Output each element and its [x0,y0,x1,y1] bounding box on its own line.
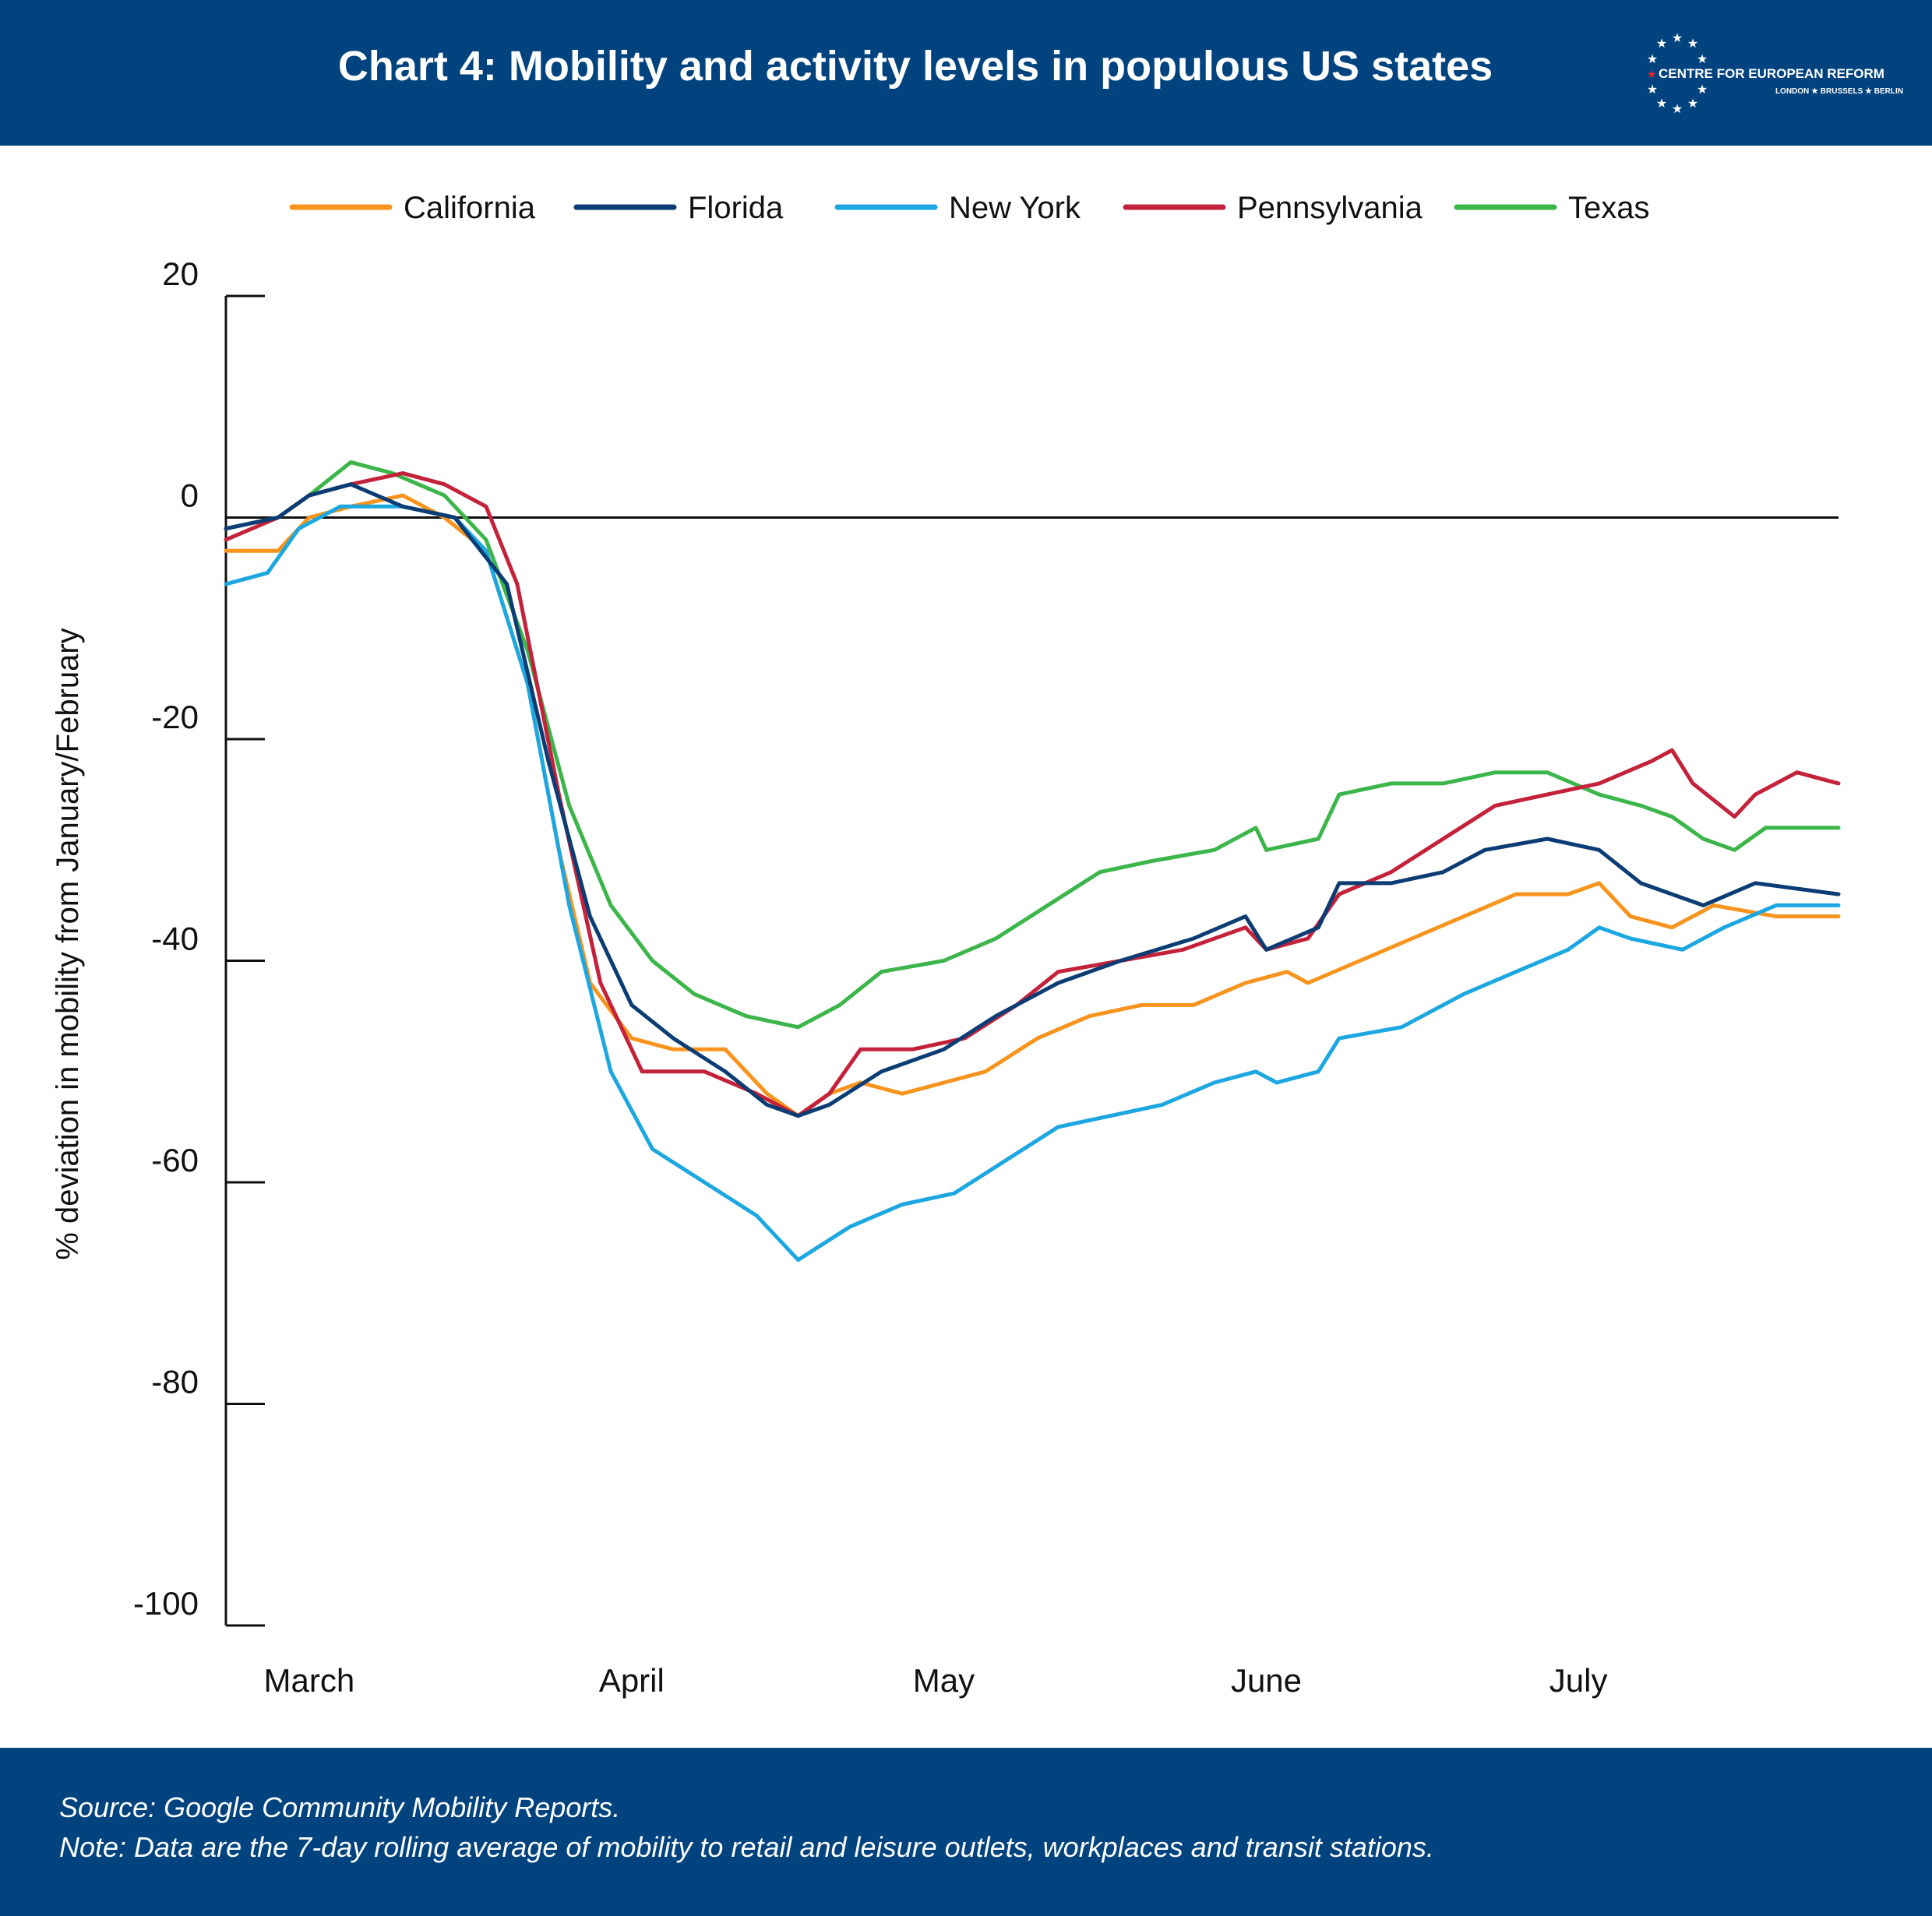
y-tick-label: 0 [181,477,199,514]
svg-text:★: ★ [1697,51,1708,66]
source-note: Source: Google Community Mobility Report… [59,1791,621,1823]
footer-banner: Source: Google Community Mobility Report… [0,1748,1932,1916]
legend-label: New York [949,191,1081,225]
y-tick-label: 20 [162,255,199,292]
line-chart: California Florida New York Pennsylvania Tex… [51,191,1841,1699]
svg-text:★: ★ [1687,36,1698,51]
svg-text:★: ★ [1647,69,1657,81]
chart-axes: 20 0 -20 -40 -60 -80 -100 March April May June July [133,255,1839,1699]
x-tick-label: June [1231,1662,1302,1699]
data-note: Note: Data are the 7-day rolling average… [59,1831,1434,1863]
series-line-california [224,493,1841,1118]
y-tick-label: -80 [151,1364,199,1400]
svg-text:★: ★ [1687,96,1698,111]
y-tick-label: -20 [151,699,199,735]
logo-cities: LONDON ★ BRUSSELS ★ BERLIN [1775,87,1903,96]
svg-text:★: ★ [1672,30,1683,45]
chart-series [224,460,1841,1263]
svg-text:★: ★ [1656,36,1667,51]
x-tick-label: March [263,1662,354,1699]
chart-legend: California Florida New York Pennsylvania Tex… [289,191,1650,225]
y-tick-label: -40 [151,921,199,957]
series-line-texas [224,460,1841,1030]
x-tick-label: May [913,1662,975,1699]
legend-label: California [404,191,536,225]
svg-text:★: ★ [1647,51,1658,66]
series-line-florida [224,482,1841,1118]
svg-text:★: ★ [1656,96,1667,111]
y-tick-label: -60 [151,1142,199,1178]
series-line-new-york [224,504,1841,1263]
chart-title: Chart 4: Mobility and activity levels in… [337,43,1493,90]
legend-label: Texas [1568,191,1650,225]
x-tick-label: April [599,1662,665,1699]
header-banner: Chart 4: Mobility and activity levels in… [0,0,1932,146]
legend-label: Pennsylvania [1237,191,1423,225]
cer-logo: ★ ★ ★ ★ ★ ★ ★ ★ ★ ★ ★ CENTRE FOR EUROPEA… [1647,30,1903,116]
svg-text:★: ★ [1672,101,1683,116]
svg-text:★: ★ [1697,82,1708,97]
x-tick-label: July [1549,1662,1608,1699]
logo-star-ring-icon: ★ ★ ★ ★ ★ ★ ★ ★ ★ ★ [1647,30,1708,116]
y-axis-label: % deviation in mobility from January/Feb… [51,628,85,1259]
svg-text:★: ★ [1647,82,1658,97]
y-tick-label: -100 [133,1585,199,1622]
legend-label: Florida [688,191,784,225]
logo-name: CENTRE FOR EUROPEAN REFORM [1659,66,1884,81]
series-line-pennsylvania [224,471,1841,1118]
